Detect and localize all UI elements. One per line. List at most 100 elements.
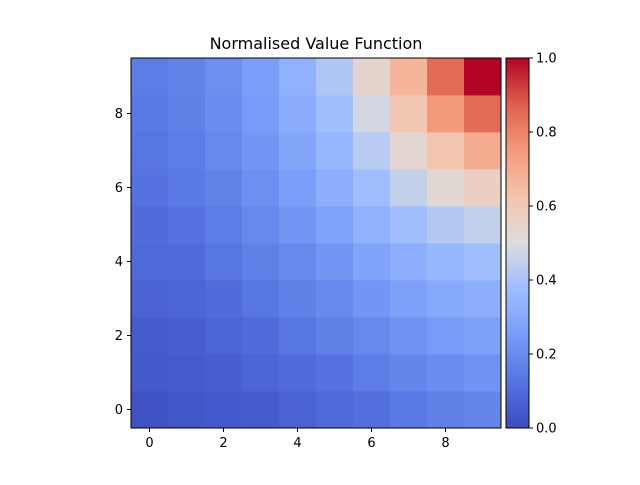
- heatmap-cell: [242, 243, 280, 281]
- heatmap-cell: [464, 132, 502, 170]
- heatmap-cell: [131, 354, 169, 392]
- heatmap-cell: [205, 169, 243, 207]
- heatmap-cell: [316, 391, 354, 429]
- heatmap-cell: [316, 354, 354, 392]
- heatmap-cell: [131, 95, 169, 133]
- heatmap-cell: [464, 280, 502, 318]
- heatmap-cell: [242, 280, 280, 318]
- heatmap-cell: [168, 391, 206, 429]
- heatmap-cell: [242, 206, 280, 244]
- heatmap-cell: [205, 317, 243, 355]
- heatmap-cell: [316, 58, 354, 96]
- heatmap-cell: [242, 132, 280, 170]
- heatmap-cell: [205, 58, 243, 96]
- heatmap-cell: [353, 206, 391, 244]
- heatmap-cell: [464, 95, 502, 133]
- colorbar-gradient: [505, 57, 530, 429]
- heatmap-cell: [131, 391, 169, 429]
- y-tick-label: 0: [115, 403, 123, 418]
- heatmap-cell: [168, 58, 206, 96]
- y-axis: 0 2 4 6 8: [115, 107, 131, 418]
- heatmap-cell: [353, 132, 391, 170]
- heatmap-cell: [131, 317, 169, 355]
- heatmap-cell: [316, 317, 354, 355]
- heatmap-cell: [390, 317, 428, 355]
- heatmap-cell: [168, 243, 206, 281]
- heatmap-cells: [131, 58, 502, 429]
- heatmap-cell: [279, 317, 317, 355]
- heatmap-cell: [205, 354, 243, 392]
- heatmap-cell: [168, 169, 206, 207]
- heatmap-cell: [353, 243, 391, 281]
- heatmap-cell: [279, 391, 317, 429]
- colorbar-tick-label: 0.6: [536, 200, 557, 215]
- heatmap-cell: [279, 95, 317, 133]
- heatmap-cell: [427, 132, 465, 170]
- heatmap-cell: [168, 317, 206, 355]
- heatmap-cell: [353, 280, 391, 318]
- heatmap-cell: [427, 391, 465, 429]
- heatmap-cell: [316, 95, 354, 133]
- x-tick-label: 6: [367, 436, 375, 451]
- heatmap-cell: [464, 243, 502, 281]
- colorbar: 0.0 0.2 0.4 0.6 0.8 1.0: [505, 52, 557, 437]
- heatmap-cell: [316, 169, 354, 207]
- heatmap-cell: [205, 391, 243, 429]
- heatmap-cell: [131, 206, 169, 244]
- x-tick-label: 2: [219, 436, 227, 451]
- heatmap-cell: [390, 95, 428, 133]
- heatmap-cell: [464, 58, 502, 96]
- heatmap-cell: [316, 132, 354, 170]
- y-tick-label: 2: [115, 329, 123, 344]
- heatmap-cell: [427, 206, 465, 244]
- heatmap-cell: [316, 280, 354, 318]
- chart-title: Normalised Value Function: [210, 34, 423, 53]
- heatmap-cell: [131, 132, 169, 170]
- heatmap-cell: [168, 354, 206, 392]
- heatmap-cell: [205, 280, 243, 318]
- heatmap-cell: [242, 317, 280, 355]
- heatmap-cell: [168, 206, 206, 244]
- colorbar-tick-label: 0.4: [536, 274, 557, 289]
- heatmap-cell: [205, 206, 243, 244]
- heatmap-cell: [427, 243, 465, 281]
- heatmap-cell: [464, 169, 502, 207]
- heatmap-cell: [242, 169, 280, 207]
- heatmap-cell: [353, 58, 391, 96]
- heatmap-cell: [279, 243, 317, 281]
- heatmap-cell: [390, 132, 428, 170]
- heatmap-cell: [131, 280, 169, 318]
- heatmap-cell: [242, 58, 280, 96]
- heatmap-cell: [168, 95, 206, 133]
- heatmap-cell: [390, 206, 428, 244]
- heatmap-cell: [131, 169, 169, 207]
- heatmap-cell: [464, 354, 502, 392]
- heatmap-cell: [279, 206, 317, 244]
- heatmap-cell: [205, 243, 243, 281]
- heatmap-cell: [242, 95, 280, 133]
- heatmap-cell: [131, 58, 169, 96]
- heatmap-cell: [242, 354, 280, 392]
- heatmap-cell: [168, 132, 206, 170]
- colorbar-tick-label: 0.8: [536, 126, 557, 141]
- heatmap-cell: [427, 317, 465, 355]
- y-tick-label: 6: [115, 181, 123, 196]
- heatmap-cell: [205, 95, 243, 133]
- heatmap-cell: [353, 169, 391, 207]
- heatmap-cell: [279, 58, 317, 96]
- heatmap-cell: [464, 206, 502, 244]
- heatmap-cell: [279, 132, 317, 170]
- y-tick-label: 4: [115, 255, 123, 270]
- x-tick-label: 8: [441, 436, 449, 451]
- heatmap-cell: [390, 169, 428, 207]
- heatmap-cell: [390, 391, 428, 429]
- heatmap-cell: [427, 354, 465, 392]
- heatmap-cell: [390, 58, 428, 96]
- y-tick-label: 8: [115, 107, 123, 122]
- heatmap-cell: [390, 243, 428, 281]
- heatmap-cell: [390, 354, 428, 392]
- heatmap-cell: [464, 317, 502, 355]
- heatmap-cell: [464, 391, 502, 429]
